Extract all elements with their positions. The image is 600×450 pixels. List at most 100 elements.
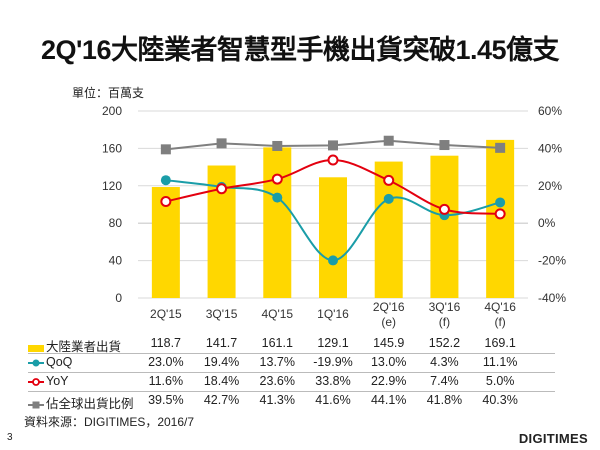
left-axis-ticks: 200 160 120 80 40 0 [102, 104, 122, 305]
category-label: 2Q'16 [373, 300, 405, 314]
table-cell: 23.0% [148, 355, 184, 369]
table-cell: 42.7% [203, 393, 240, 407]
yoy-marker [494, 208, 506, 220]
legend-swatch-icon [28, 377, 44, 386]
share-marker [439, 140, 450, 151]
table-cell: 161.1 [261, 336, 293, 350]
left-tick-label: 80 [109, 216, 123, 230]
table-cell: 13.7% [259, 355, 295, 369]
yoy-marker [438, 203, 450, 215]
yoy-marker [327, 154, 339, 166]
table-cell: 141.7 [205, 336, 238, 350]
table-cell: -19.9% [313, 355, 353, 369]
yoy-marker [271, 173, 283, 185]
unit-label: 單位：百萬支 [72, 86, 145, 100]
share-marker [272, 140, 283, 151]
legend-marker [32, 359, 40, 367]
left-tick-label: 160 [102, 141, 122, 155]
table-cell: 118.7 [150, 336, 182, 350]
table-row: 大陸業者出貨 118.7 141.7 161.1 129.1 145.9 152.2 169.… [0, 334, 560, 355]
bar [263, 147, 292, 298]
table-cell: 23.6% [259, 374, 295, 388]
category-label: 1Q'16 [317, 307, 349, 321]
share-marker [216, 138, 227, 149]
bar [319, 177, 347, 298]
category-label: (f) [439, 315, 450, 329]
digitimes-logo: DIGITIMES [518, 431, 588, 446]
legend-label: 佔全球出貨比例 [46, 397, 134, 411]
table-cell: 13.0% [370, 355, 407, 369]
table-cell: 41.6% [315, 393, 351, 407]
category-label: 3Q'16 [429, 300, 461, 314]
table-cell: 40.3% [482, 393, 518, 407]
bar [430, 155, 459, 298]
table-cell: 33.8% [315, 374, 351, 388]
chart-title: 2Q'16大陸業者智慧型手機出貨突破1.45億支 [40, 35, 560, 65]
legend-label: QoQ [46, 355, 73, 369]
table-cell: 41.3% [259, 393, 295, 407]
legend-marker [32, 401, 40, 409]
share-marker [383, 135, 394, 146]
chart: 200 160 120 80 40 0 60% 40% 20% 0% -20% -40% 2Q'15… [102, 104, 566, 329]
category-label: 2Q'15 [150, 307, 182, 321]
qoq-marker [160, 175, 171, 186]
legend-label: YoY [46, 374, 69, 388]
share-marker [160, 144, 171, 155]
share-marker [495, 142, 506, 153]
category-label: 4Q'15 [261, 307, 293, 321]
category-label: (e) [381, 315, 396, 329]
left-tick-label: 40 [109, 254, 123, 268]
qoq-marker [272, 192, 283, 203]
lines [160, 135, 506, 266]
table-cell: 44.1% [370, 393, 407, 407]
right-axis-ticks: 60% 40% 20% 0% -20% -40% [538, 104, 566, 305]
table-divider [28, 353, 555, 354]
legend-swatch-icon [28, 401, 44, 409]
table-cell: 22.9% [370, 374, 407, 388]
right-tick-label: 40% [538, 141, 562, 155]
legend-marker [32, 377, 40, 386]
category-label: 3Q'15 [206, 307, 238, 321]
right-tick-label: -20% [538, 254, 566, 268]
yoy-marker [216, 183, 228, 195]
table-cell: 18.4% [203, 374, 240, 388]
table-cell: 145.9 [373, 336, 405, 350]
source-note: 資料來源：DIGITIMES，2016/7 [24, 415, 195, 429]
legend-entry: YoY [28, 374, 68, 388]
table-cell: 7.4% [430, 374, 459, 388]
right-tick-label: 0% [538, 216, 556, 230]
legend-entry: QoQ [28, 355, 72, 369]
left-tick-label: 0 [115, 291, 122, 305]
bars [151, 139, 515, 298]
qoq-marker [328, 255, 338, 266]
category-labels: 2Q'15 3Q'15 4Q'15 1Q'16 2Q'16(e)3Q'16(f)4Q'1… [150, 300, 516, 329]
legend-bar-swatch [28, 344, 44, 352]
share-marker [328, 140, 338, 151]
left-tick-label: 120 [102, 179, 122, 193]
table-divider [28, 391, 555, 392]
table-cell: 129.1 [317, 336, 349, 350]
table-cell: 152.2 [428, 336, 461, 350]
legend-label: 大陸業者出貨 [46, 340, 122, 354]
legend-entry: 佔全球出貨比例 [28, 393, 134, 412]
table-cell: 41.8% [426, 393, 463, 407]
table-cell: 39.5% [148, 393, 184, 407]
yoy-marker [160, 196, 172, 208]
yoy-marker [383, 174, 395, 186]
page-number: 3 [7, 432, 13, 443]
table-cell: 5.0% [485, 374, 515, 388]
table-row: YoY 11.6% 18.4% 23.6% 33.8% 22.9% 7.4% 5.0% [0, 372, 560, 391]
table-cell: 11.6% [148, 374, 184, 388]
legend-entry: 大陸業者出貨 [28, 336, 121, 355]
table-cell: 19.4% [203, 355, 240, 369]
category-label: (f) [494, 315, 505, 329]
table-row: 佔全球出貨比例 39.5% 42.7% 41.3% 41.6% 44.1% 41.8% 40.… [0, 391, 560, 412]
legend-swatch-icon [28, 344, 44, 352]
right-tick-label: 20% [538, 179, 562, 193]
category-label: 4Q'16 [484, 300, 516, 314]
right-tick-label: 60% [538, 104, 562, 118]
table-cell: 169.1 [484, 336, 516, 350]
qoq-marker [495, 197, 506, 208]
left-tick-label: 200 [102, 104, 122, 118]
right-tick-label: -40% [538, 291, 566, 305]
